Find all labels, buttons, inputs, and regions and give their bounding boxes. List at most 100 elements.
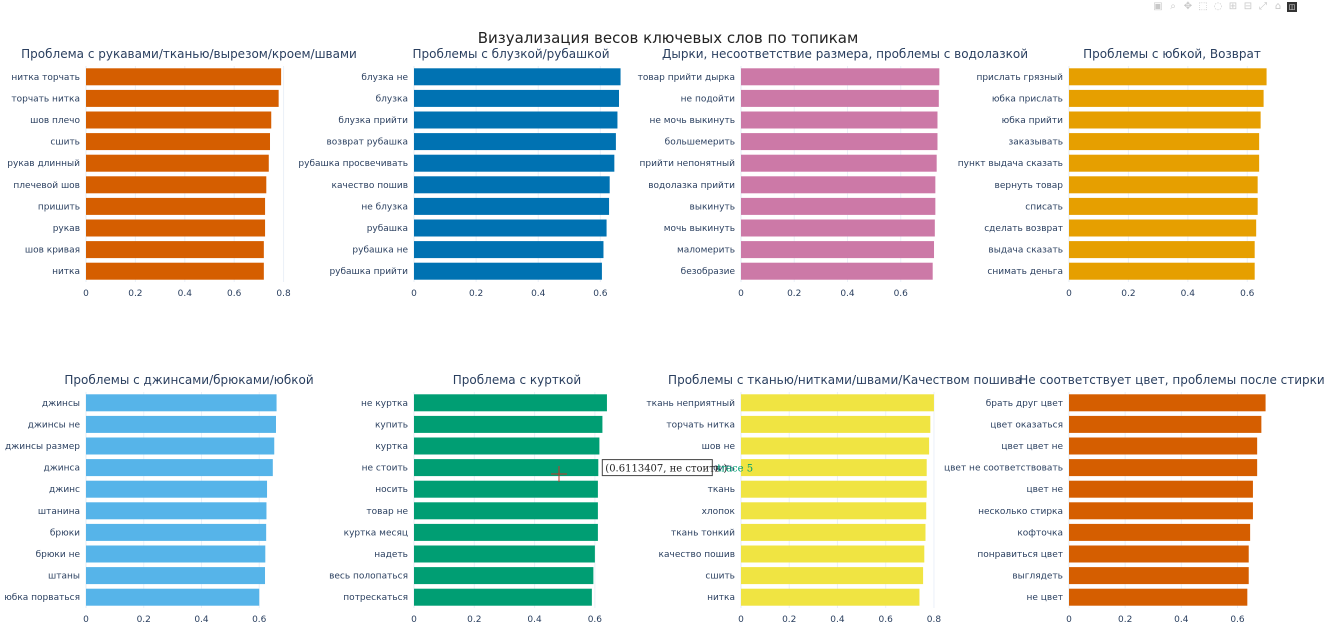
bar[interactable] [86, 437, 275, 455]
reset-axes-icon[interactable]: ⌂ [1274, 1, 1282, 12]
bar[interactable] [414, 111, 618, 129]
bar[interactable] [86, 89, 279, 107]
bar[interactable] [414, 154, 615, 172]
bar[interactable] [1069, 480, 1253, 498]
bar[interactable] [1069, 197, 1258, 215]
bar[interactable] [414, 502, 598, 520]
bar[interactable] [86, 394, 277, 412]
bar[interactable] [741, 89, 939, 107]
bar[interactable] [414, 480, 598, 498]
bar[interactable] [414, 394, 607, 412]
bar[interactable] [741, 459, 927, 477]
bar[interactable] [1069, 437, 1258, 455]
bar[interactable] [414, 567, 594, 585]
bar[interactable] [86, 133, 271, 151]
bar[interactable] [86, 176, 267, 194]
bar[interactable] [414, 197, 610, 215]
bar[interactable] [741, 154, 937, 172]
subplot-7: Проблемы с тканью/нитками/швами/Качество… [646, 373, 1022, 625]
x-tick-label: 0.6 [879, 615, 894, 625]
bar[interactable] [741, 394, 934, 412]
bar[interactable] [1069, 89, 1264, 107]
bar[interactable] [86, 459, 273, 477]
bar[interactable] [86, 111, 272, 129]
bar[interactable] [1069, 567, 1249, 585]
bar[interactable] [414, 241, 604, 259]
x-tick-label: 0.8 [276, 289, 291, 299]
bar[interactable] [741, 415, 931, 433]
zoom-in-icon[interactable]: ⊞ [1228, 1, 1238, 12]
x-tick-label: 0.2 [1118, 615, 1132, 625]
y-tick-label: выглядеть [1012, 572, 1063, 582]
bar[interactable] [86, 567, 266, 585]
bar[interactable] [86, 241, 264, 259]
bar[interactable] [1069, 154, 1260, 172]
bar[interactable] [1069, 68, 1267, 86]
bar[interactable] [741, 262, 933, 280]
bar[interactable] [86, 523, 267, 541]
bar[interactable] [86, 68, 282, 86]
bar[interactable] [1069, 262, 1255, 280]
bar[interactable] [86, 545, 266, 563]
bar[interactable] [414, 415, 603, 433]
modebar: ▣ ⌕ ✥ ⬚ ◌ ⊞ ⊟ ⤢ ⌂ ◫ [1152, 2, 1297, 16]
lasso-select-icon[interactable]: ◌ [1213, 1, 1223, 12]
bar[interactable] [86, 197, 266, 215]
bar[interactable] [1069, 111, 1261, 129]
y-tick-label: прийти непонятный [640, 159, 736, 169]
bar[interactable] [741, 241, 935, 259]
bar[interactable] [741, 545, 925, 563]
bar[interactable] [1069, 219, 1257, 237]
plotly-logo[interactable]: ◫ [1287, 2, 1297, 12]
bar[interactable] [1069, 176, 1258, 194]
bar[interactable] [1069, 502, 1253, 520]
bar[interactable] [741, 480, 927, 498]
bar[interactable] [86, 415, 276, 433]
bar[interactable] [741, 68, 940, 86]
bar[interactable] [741, 437, 930, 455]
autoscale-icon[interactable]: ⤢ [1259, 1, 1267, 12]
bar[interactable] [741, 176, 936, 194]
camera-icon[interactable]: ▣ [1153, 1, 1163, 12]
bar[interactable] [86, 502, 267, 520]
bar[interactable] [414, 133, 616, 151]
subplot-8: Не соответствует цвет, проблемы после ст… [944, 373, 1325, 625]
bar[interactable] [741, 133, 938, 151]
bar[interactable] [414, 459, 599, 477]
bar[interactable] [414, 68, 621, 86]
bar[interactable] [741, 588, 920, 606]
bar[interactable] [741, 502, 927, 520]
zoom-out-icon[interactable]: ⊟ [1243, 1, 1253, 12]
bar[interactable] [741, 111, 938, 129]
bar[interactable] [86, 219, 266, 237]
bar[interactable] [414, 588, 592, 606]
bar[interactable] [1069, 241, 1255, 259]
bar[interactable] [414, 437, 600, 455]
bar[interactable] [1069, 394, 1266, 412]
bar[interactable] [741, 523, 926, 541]
bar[interactable] [1069, 588, 1248, 606]
bar[interactable] [1069, 133, 1260, 151]
zoom-icon[interactable]: ⌕ [1170, 1, 1176, 12]
y-tick-label: сделать возврат [984, 224, 1063, 234]
bar[interactable] [741, 219, 935, 237]
bar[interactable] [414, 262, 602, 280]
bar[interactable] [1069, 523, 1251, 541]
bar[interactable] [741, 567, 924, 585]
bar[interactable] [86, 154, 269, 172]
bar[interactable] [1069, 415, 1262, 433]
bar[interactable] [414, 523, 598, 541]
bar[interactable] [414, 219, 607, 237]
x-tick-label: 0.6 [894, 289, 909, 299]
box-select-icon[interactable]: ⬚ [1198, 1, 1208, 12]
bar[interactable] [414, 176, 610, 194]
bar[interactable] [414, 545, 595, 563]
bar[interactable] [86, 262, 264, 280]
bar[interactable] [1069, 459, 1258, 477]
bar[interactable] [414, 89, 619, 107]
bar[interactable] [86, 588, 260, 606]
bar[interactable] [741, 197, 936, 215]
pan-icon[interactable]: ✥ [1183, 1, 1193, 12]
bar[interactable] [86, 480, 268, 498]
bar[interactable] [1069, 545, 1249, 563]
